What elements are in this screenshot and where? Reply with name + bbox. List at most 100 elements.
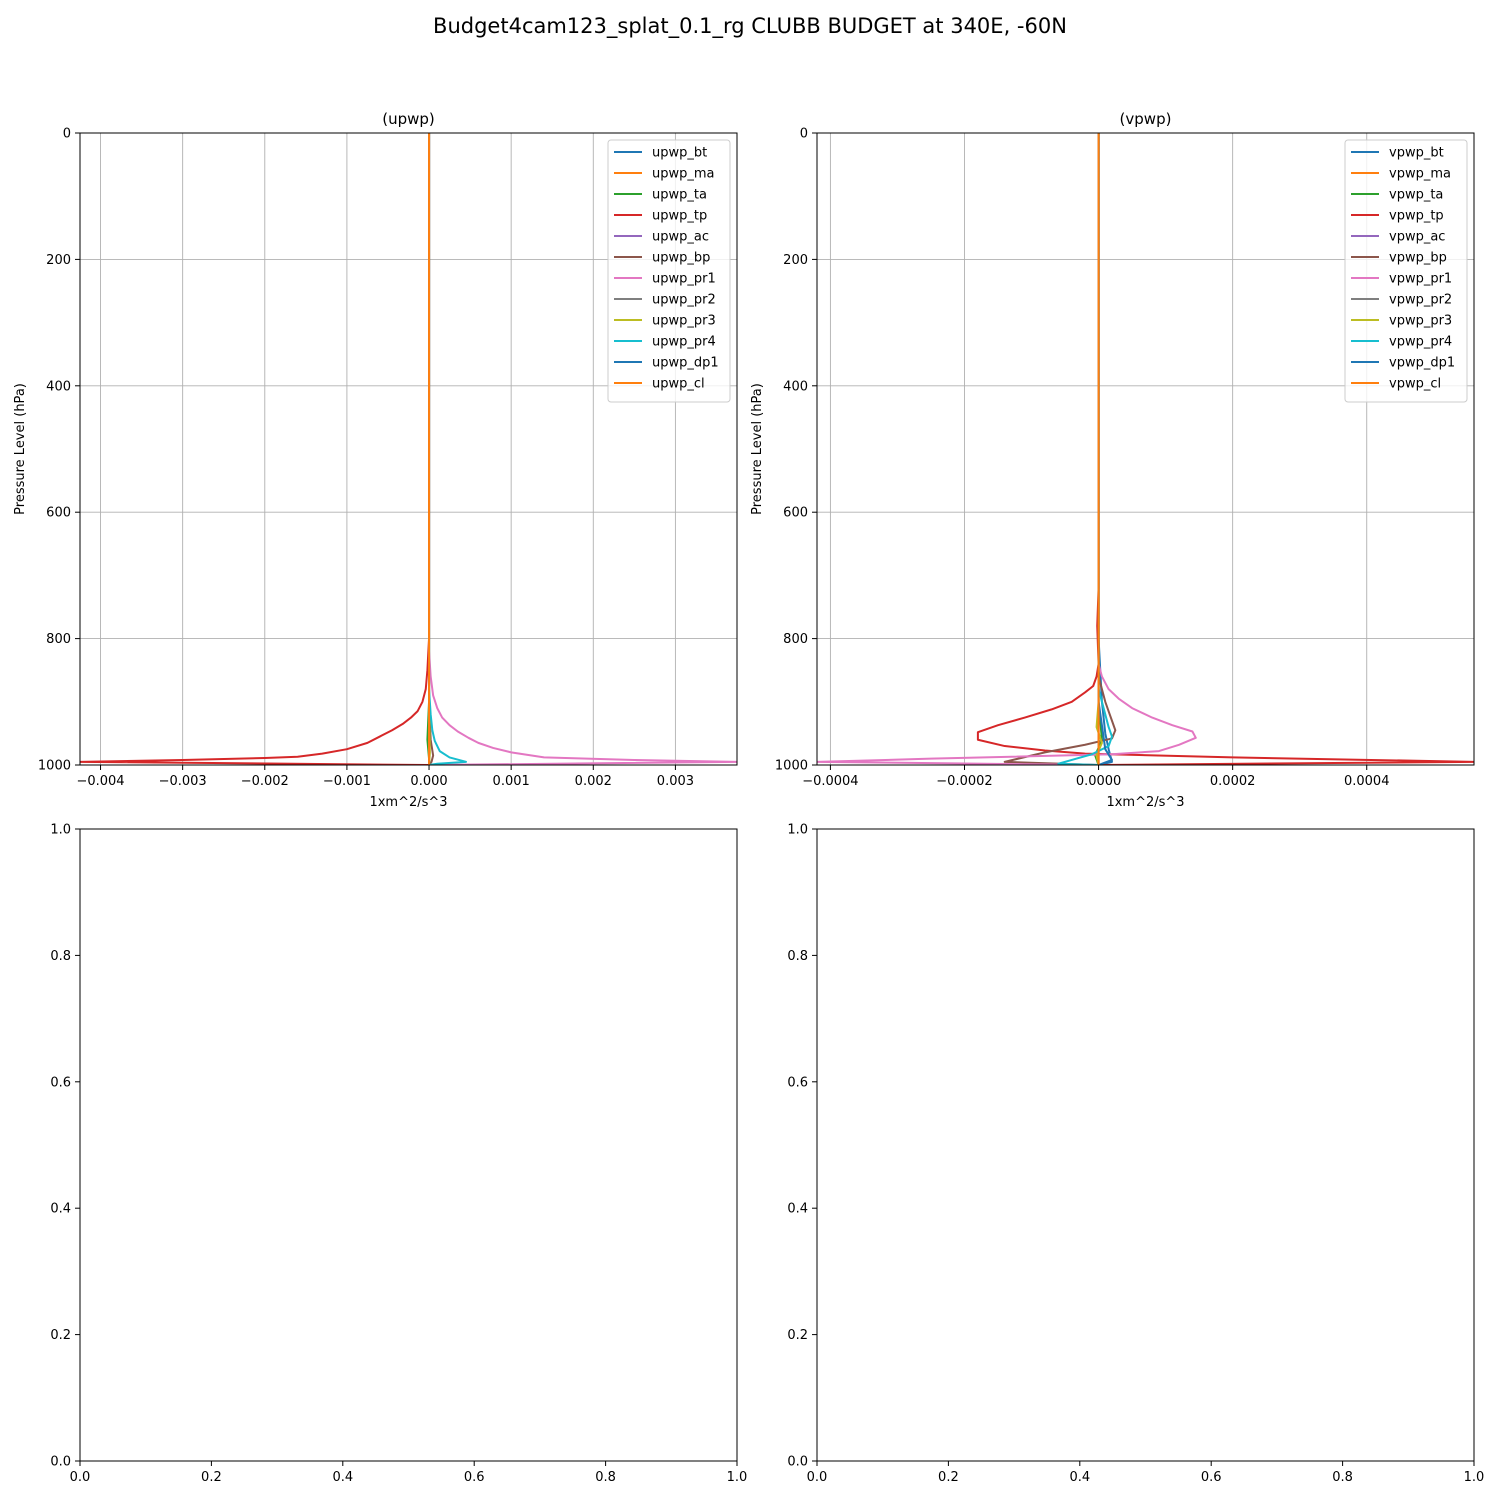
y-tick-label: 800 [46, 632, 71, 647]
y-axis-label: Pressure Level (hPa) [750, 383, 765, 515]
subplot-4: 0.0 0.2 0.4 0.6 0.8 1.0 0.0 0.2 0.4 0.6 0.8 1.0 [787, 823, 1484, 1486]
legend-label: upwp_ta [652, 188, 707, 203]
legend-label: upwp_tp [652, 209, 707, 224]
x-tick-label: 1.0 [727, 1470, 748, 1485]
y-tick-label: 0.2 [787, 1328, 808, 1343]
y-tick-label: 0 [800, 127, 808, 142]
subplot-2: −0.0004 −0.0002 0.0000 0.0002 0.0004 0 200 400 6… [750, 110, 1475, 810]
axes-frame [79, 132, 738, 766]
x-axis-label: 1xm^2/s^3 [369, 795, 447, 810]
x-tick-label: 0.002 [575, 774, 612, 789]
legend-box [607, 139, 731, 403]
y-tick-label: 800 [783, 632, 808, 647]
y-tick-label: 1.0 [50, 823, 71, 838]
figure-title: Budget4cam123_splat_0.1_rg CLUBB BUDGET … [433, 14, 1067, 38]
y-tick-label: 0.0 [50, 1455, 71, 1470]
series-group [817, 133, 1474, 765]
legend-label: upwp_ma [652, 167, 715, 182]
y-tick-label: 200 [783, 253, 808, 268]
legend-label: upwp_bp [652, 251, 710, 266]
axes-frame [79, 828, 738, 1462]
x-tick-label: 0.0 [807, 1470, 828, 1485]
y-tick-label: 1000 [775, 759, 808, 774]
y-tick-label: 0 [63, 127, 71, 142]
y-tick-label: 0.6 [787, 1075, 808, 1090]
legend-label: upwp_pr3 [652, 314, 716, 329]
legend-label: upwp_dp1 [652, 356, 719, 371]
legend-label: vpwp_cl [1389, 377, 1441, 392]
subplot-1: −0.004 −0.003 −0.002 −0.001 0.000 0.001 0.002 0… [13, 110, 738, 810]
x-tick-label: 0.4 [332, 1470, 353, 1485]
x-axis-label: 1xm^2/s^3 [1106, 795, 1184, 810]
x-tick-label: 0.0004 [1344, 774, 1390, 789]
y-tick-label: 600 [783, 506, 808, 521]
x-tick-label: 0.8 [1332, 1470, 1353, 1485]
legend-label: vpwp_pr1 [1389, 272, 1452, 287]
y-axis-label: Pressure Level (hPa) [13, 383, 28, 515]
legend: vpwp_bt vpwp_ma vpwp_ta vpwp_tp vpwp_ac vpwp_… [1344, 139, 1468, 403]
legend-label: upwp_bt [652, 146, 707, 161]
legend-box [1344, 139, 1468, 403]
legend-label: vpwp_ac [1389, 230, 1445, 245]
legend-label: vpwp_pr3 [1389, 314, 1452, 329]
x-tick-label: 0.6 [1201, 1470, 1222, 1485]
x-tick-label: 0.2 [938, 1470, 959, 1485]
y-tick-label: 600 [46, 506, 71, 521]
y-tick-label: 200 [46, 253, 71, 268]
legend-label: vpwp_pr4 [1389, 335, 1452, 350]
x-tick-label: −0.004 [76, 774, 124, 789]
series-group [80, 133, 737, 765]
x-tick-label: 1.0 [1464, 1470, 1485, 1485]
x-tick-label: −0.002 [241, 774, 289, 789]
y-tick-label: 0.8 [50, 949, 71, 964]
x-tick-label: 0.0002 [1210, 774, 1256, 789]
series-line-vpwp_pr4 [1057, 133, 1113, 765]
y-tick-label: 0.4 [50, 1202, 71, 1217]
x-tick-label: 0.2 [201, 1470, 222, 1485]
legend-label: vpwp_bt [1389, 146, 1444, 161]
y-tick-label: 400 [783, 379, 808, 394]
x-tick-label: −0.0004 [802, 774, 858, 789]
legend-label: upwp_pr2 [652, 293, 716, 308]
axes-frame [816, 828, 1475, 1462]
axes-frame [816, 132, 1475, 766]
subplot-title: (upwp) [382, 110, 435, 128]
y-tick-label: 400 [46, 379, 71, 394]
y-tick-label: 0.0 [787, 1455, 808, 1470]
y-tick-label: 0.4 [787, 1202, 808, 1217]
legend-label: upwp_cl [652, 377, 705, 392]
x-tick-label: 0.0 [70, 1470, 91, 1485]
x-tick-label: 0.000 [410, 774, 447, 789]
subplot-3: 0.0 0.2 0.4 0.6 0.8 1.0 0.0 0.2 0.4 0.6 0.8 1.0 [50, 823, 747, 1486]
y-tick-label: 1000 [38, 759, 71, 774]
subplot-title: (vpwp) [1120, 110, 1172, 128]
y-tick-label: 0.6 [50, 1075, 71, 1090]
y-tick-label: 1.0 [787, 823, 808, 838]
legend-label: vpwp_pr2 [1389, 293, 1452, 308]
x-tick-label: −0.001 [323, 774, 371, 789]
x-tick-label: 0.0000 [1076, 774, 1122, 789]
legend-label: vpwp_dp1 [1389, 356, 1455, 371]
legend: upwp_bt upwp_ma upwp_ta upwp_tp upwp_ac upwp_… [607, 139, 731, 403]
legend-label: vpwp_tp [1389, 209, 1444, 224]
x-tick-label: −0.003 [159, 774, 207, 789]
x-tick-label: 0.8 [595, 1470, 616, 1485]
legend-label: vpwp_ma [1389, 167, 1451, 182]
y-tick-label: 0.8 [787, 949, 808, 964]
series-line-vpwp_bp [1003, 133, 1117, 765]
legend-label: vpwp_ta [1389, 188, 1443, 203]
legend-label: vpwp_bp [1389, 251, 1447, 266]
series-line-upwp_pr1 [428, 133, 737, 765]
series-line-upwp_tp [80, 133, 431, 765]
x-tick-label: 0.4 [1069, 1470, 1090, 1485]
x-tick-label: 0.003 [657, 774, 694, 789]
series-line-upwp_pr4 [428, 133, 467, 765]
x-tick-label: 0.6 [464, 1470, 485, 1485]
y-tick-label: 0.2 [50, 1328, 71, 1343]
legend-label: upwp_pr4 [652, 335, 716, 350]
series-line-vpwp_pr1 [817, 133, 1197, 765]
legend-label: upwp_ac [652, 230, 709, 245]
x-tick-label: −0.0002 [936, 774, 992, 789]
legend-label: upwp_pr1 [652, 272, 716, 287]
